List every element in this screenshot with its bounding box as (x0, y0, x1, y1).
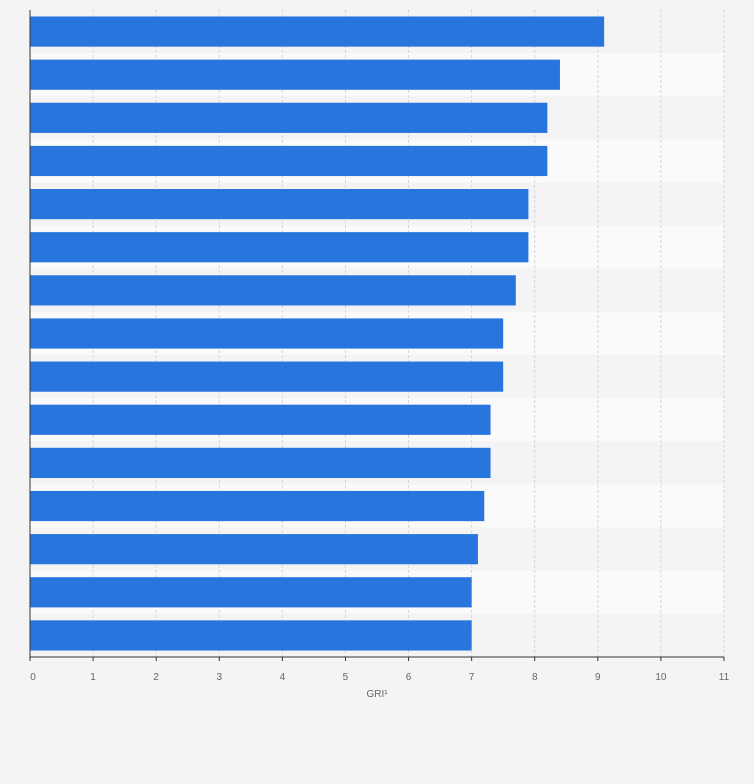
x-tick-label: 8 (532, 672, 538, 683)
bar[interactable] (30, 620, 472, 651)
bar[interactable] (30, 318, 504, 349)
x-tick-label: 11 (719, 672, 730, 683)
bar[interactable] (30, 447, 491, 478)
bar[interactable] (30, 534, 478, 565)
x-tick-label: 2 (153, 672, 159, 683)
bar[interactable] (30, 361, 504, 392)
x-tick-label: 6 (406, 672, 412, 683)
bar[interactable] (30, 16, 605, 47)
bar[interactable] (30, 577, 472, 608)
bar[interactable] (30, 404, 491, 435)
bar[interactable] (30, 275, 516, 306)
bar[interactable] (30, 189, 529, 220)
bars (30, 16, 605, 651)
x-tick-label: 0 (30, 672, 36, 683)
bar[interactable] (30, 490, 485, 522)
bar[interactable] (30, 232, 529, 263)
axes (29, 10, 724, 658)
x-tick-label: 4 (280, 672, 286, 683)
x-axis-title: GRI¹ (366, 689, 388, 700)
bar[interactable] (30, 59, 560, 90)
x-tick-label: 10 (655, 672, 667, 683)
x-tick-label: 9 (595, 672, 601, 683)
bar[interactable] (30, 145, 548, 177)
x-tick-labels: 0 1 2 3 4 5 6 7 8 9 10 11 (29, 657, 730, 683)
bar[interactable] (30, 102, 548, 133)
x-tick-label: 7 (469, 672, 475, 683)
x-tick-label: 5 (343, 672, 349, 683)
x-tick-label: 1 (90, 672, 96, 683)
x-tick-label: 3 (216, 672, 222, 683)
